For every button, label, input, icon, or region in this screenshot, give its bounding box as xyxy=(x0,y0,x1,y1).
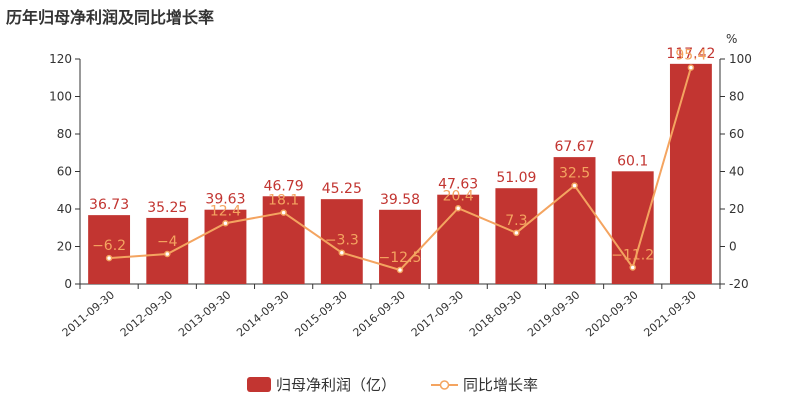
growth-value-label: 7.3 xyxy=(505,213,527,229)
x-tick-label: 2011-09-30 xyxy=(60,288,117,339)
bar-value-label: 51.09 xyxy=(496,170,536,186)
bar-value-label: 60.1 xyxy=(617,153,648,169)
bar xyxy=(669,63,712,285)
y-left-tick-label: 40 xyxy=(57,202,72,216)
line-point xyxy=(629,264,636,271)
bar-value-label: 45.25 xyxy=(322,181,362,197)
line-point xyxy=(105,254,113,262)
growth-value-label: −4 xyxy=(157,234,178,250)
legend-bar-label: 归母净利润（亿） xyxy=(276,376,396,394)
bar xyxy=(320,199,363,284)
growth-value-label: −3.3 xyxy=(325,233,359,249)
bar xyxy=(495,188,538,284)
x-tick-label: 2021-09-30 xyxy=(642,288,699,339)
bar-value-label: 67.67 xyxy=(554,139,594,155)
y-left-tick-label: 100 xyxy=(49,90,72,104)
growth-value-label: −12.5 xyxy=(379,250,422,266)
x-tick-label: 2012-09-30 xyxy=(118,288,175,339)
bar xyxy=(553,157,596,284)
bar-value-label: 46.79 xyxy=(264,178,304,194)
line-point xyxy=(280,209,287,216)
line-point xyxy=(338,249,346,256)
growth-value-label: 95.4 xyxy=(675,48,706,64)
growth-value-label: 12.4 xyxy=(210,203,241,219)
bar-value-label: 39.63 xyxy=(205,192,245,208)
x-tick-label: 2014-09-30 xyxy=(234,288,291,339)
growth-value-label: −6.2 xyxy=(92,238,126,254)
y-right-tick-label: 20 xyxy=(729,202,744,216)
y-right-tick-label: 80 xyxy=(729,90,744,104)
x-tick-label: 2016-09-30 xyxy=(351,288,408,339)
bar-value-label: 36.73 xyxy=(89,197,129,213)
growth-value-label: 32.5 xyxy=(559,166,590,182)
y-right-tick-label: 0 xyxy=(729,240,737,254)
bar-value-label: 39.58 xyxy=(380,192,420,208)
x-tick-label: 2018-09-30 xyxy=(467,288,524,339)
bar xyxy=(88,215,131,284)
line-group xyxy=(105,64,695,274)
line-point xyxy=(687,64,695,71)
line-point xyxy=(571,182,578,189)
bar-value-label: 47.63 xyxy=(438,177,478,193)
line-point xyxy=(513,229,520,237)
growth-value-label: −11.2 xyxy=(611,248,654,264)
y-right-unit: % xyxy=(726,32,737,46)
line-point xyxy=(454,205,462,212)
y-right-tick-label: 60 xyxy=(729,127,744,141)
y-right-tick-label: -20 xyxy=(729,277,749,291)
legend-line-label: 同比增长率 xyxy=(463,376,538,394)
x-tick-label: 2015-09-30 xyxy=(292,288,349,339)
y-right-tick-label: 40 xyxy=(729,165,744,179)
growth-value-label: 20.4 xyxy=(443,188,474,204)
line-point xyxy=(222,220,229,227)
chart-title: 历年归母净利润及同比增长率 xyxy=(6,8,215,27)
growth-value-label: 18.1 xyxy=(268,193,299,209)
bar-value-label: 117.42 xyxy=(666,46,715,62)
bar-value-label: 35.25 xyxy=(147,200,187,216)
legend-bar-swatch xyxy=(247,377,271,392)
line-point xyxy=(396,266,404,274)
legend-line-marker xyxy=(439,380,450,390)
x-tick-label: 2017-09-30 xyxy=(409,288,466,339)
y-left-tick-label: 60 xyxy=(57,165,72,179)
x-tick-label: 2020-09-30 xyxy=(583,288,640,339)
labels-group: 36.73 35.25 39.63 46.79 45.25 39.58 47.63 51.09… xyxy=(89,46,715,266)
line-point xyxy=(164,250,171,258)
y-left-tick-label: 80 xyxy=(57,127,72,141)
y-left-tick-label: 120 xyxy=(49,52,72,66)
x-tick-label: 2013-09-30 xyxy=(176,288,233,339)
y-left-tick-label: 20 xyxy=(57,240,72,254)
y-left-tick-label: 0 xyxy=(64,277,72,291)
y-right-tick-label: 100 xyxy=(729,52,752,66)
x-tick-label: 2019-09-30 xyxy=(525,288,582,339)
legend[interactable]: 归母净利润（亿） 同比增长率 xyxy=(247,376,538,394)
